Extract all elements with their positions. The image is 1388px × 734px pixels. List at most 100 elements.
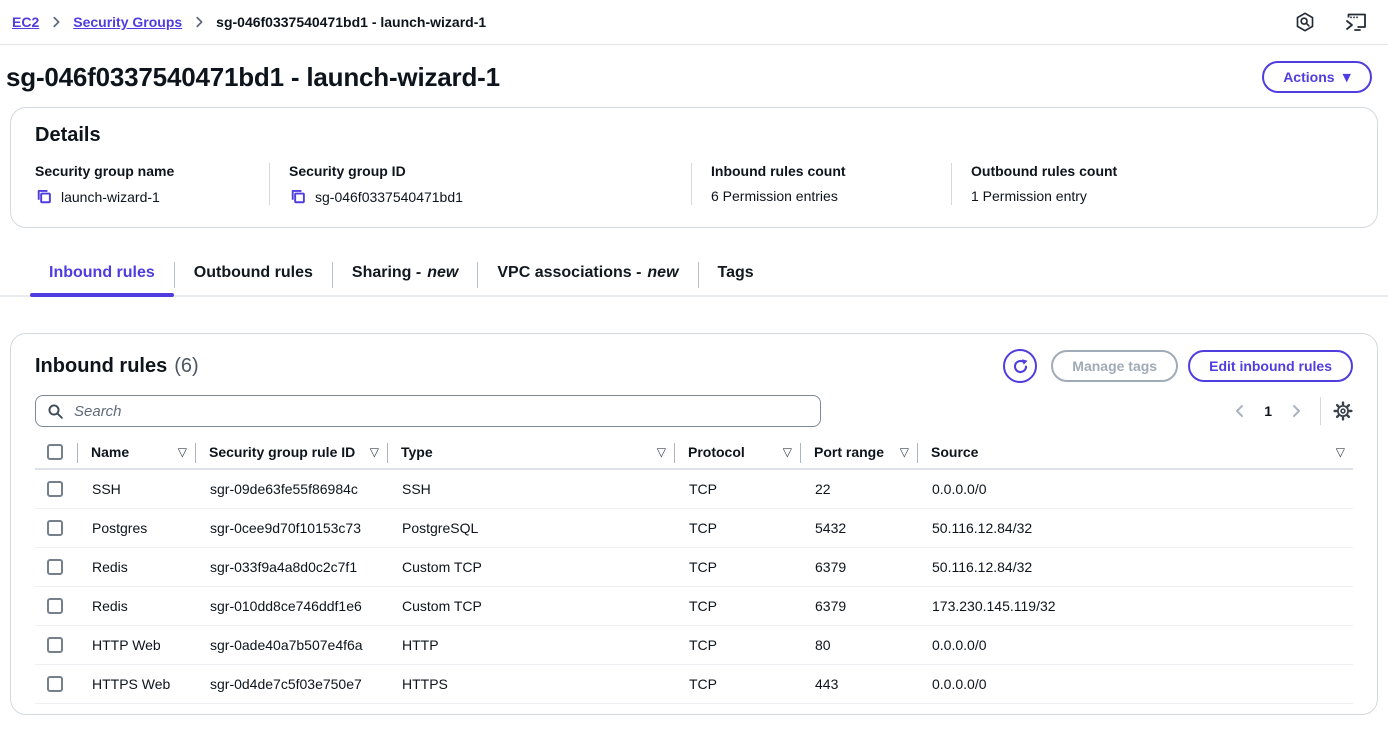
copy-icon[interactable] [35, 188, 52, 205]
amazon-q-icon[interactable] [1294, 11, 1316, 33]
manage-tags-button[interactable]: Manage tags [1051, 350, 1179, 382]
detail-outbound-rules-count: Outbound rules count 1 Permission entry [951, 163, 1353, 205]
cell-name: HTTP Web [92, 637, 161, 653]
cell-source: 50.116.12.84/32 [932, 559, 1033, 575]
tab-tags[interactable]: Tags [717, 264, 754, 281]
detail-label: Outbound rules count [971, 163, 1118, 179]
inbound-rules-panel: Inbound rules (6) Manage tags Edit inbou… [10, 333, 1378, 715]
detail-inbound-rules-count: Inbound rules count 6 Permission entries [691, 163, 951, 205]
filter-icon[interactable]: ▽ [782, 445, 792, 459]
filter-icon[interactable]: ▽ [1335, 445, 1345, 459]
chevron-right-icon [192, 15, 206, 29]
cell-port-range: 80 [815, 637, 831, 653]
filter-icon[interactable]: ▽ [656, 445, 666, 459]
row-checkbox[interactable] [47, 520, 63, 536]
tab-divider [697, 261, 699, 288]
column-header-name[interactable]: Name ▽ [77, 436, 195, 468]
cell-name: HTTPS Web [92, 676, 171, 692]
row-checkbox[interactable] [47, 676, 63, 692]
tab-sharing[interactable]: Sharing - new [351, 264, 459, 281]
filter-icon[interactable]: ▽ [899, 445, 909, 459]
cell-source: 0.0.0.0/0 [932, 481, 987, 497]
actions-button[interactable]: Actions ▼ [1262, 61, 1372, 93]
chevron-right-icon [49, 15, 63, 29]
cell-rule-id: sgr-0d4de7c5f03e750e7 [210, 676, 362, 692]
breadcrumb-link-ec2[interactable]: EC2 [12, 14, 40, 30]
copy-icon[interactable] [289, 188, 306, 205]
cell-type: HTTP [402, 637, 439, 653]
panel-count: (6) [174, 354, 199, 377]
tab-divider [173, 261, 175, 288]
cell-name: Redis [92, 598, 128, 614]
refresh-button[interactable] [1003, 349, 1038, 383]
table-row: Redis sgr-010dd8ce746ddf1e6 Custom TCP T… [35, 587, 1353, 626]
cell-name: SSH [92, 481, 121, 497]
previous-page-button[interactable] [1228, 399, 1252, 423]
cell-rule-id: sgr-010dd8ce746ddf1e6 [210, 598, 362, 614]
row-checkbox[interactable] [47, 481, 63, 497]
cell-port-range: 5432 [815, 520, 847, 536]
cell-type: Custom TCP [402, 598, 482, 614]
column-header-type[interactable]: Type ▽ [387, 436, 674, 468]
tab-divider [477, 261, 479, 288]
cell-port-range: 22 [815, 481, 831, 497]
search-icon [47, 403, 64, 420]
row-checkbox[interactable] [47, 598, 63, 614]
details-card: Details Security group name launch-wizar… [10, 107, 1378, 228]
cell-type: PostgreSQL [402, 520, 479, 536]
settings-gear-icon[interactable] [1333, 401, 1353, 421]
breadcrumb-link-security-groups[interactable]: Security Groups [73, 14, 183, 30]
cell-name: Redis [92, 559, 128, 575]
cell-name: Postgres [92, 520, 148, 536]
cell-port-range: 6379 [815, 559, 847, 575]
cell-protocol: TCP [689, 676, 717, 692]
chevron-down-icon: ▼ [1342, 70, 1351, 84]
detail-security-group-id: Security group ID sg-046f0337540471bd1 [269, 163, 691, 205]
detail-label: Security group name [35, 163, 175, 179]
cell-protocol: TCP [689, 598, 717, 614]
row-checkbox[interactable] [47, 637, 63, 653]
filter-icon[interactable]: ▽ [177, 445, 187, 459]
detail-label: Inbound rules count [711, 163, 846, 179]
column-header-protocol[interactable]: Protocol ▽ [674, 436, 800, 468]
table-row: SSH sgr-09de63fe55f86984c SSH TCP 22 0.0… [35, 470, 1353, 509]
column-header-source[interactable]: Source ▽ [917, 436, 1353, 468]
table-row: Redis sgr-033f9a4a8d0c2c7f1 Custom TCP T… [35, 548, 1353, 587]
tab-inbound-rules[interactable]: Inbound rules [30, 254, 174, 297]
details-title: Details [35, 124, 101, 146]
column-header-port-range[interactable]: Port range ▽ [800, 436, 917, 468]
tab-outbound-rules[interactable]: Outbound rules [193, 264, 313, 281]
tab-bar: Inbound rules Outbound rules Sharing - ne… [0, 254, 1388, 297]
cell-port-range: 443 [815, 676, 839, 692]
cell-rule-id: sgr-0cee9d70f10153c73 [210, 520, 362, 536]
select-all-checkbox[interactable] [47, 444, 63, 460]
cell-type: Custom TCP [402, 559, 482, 575]
table-row: HTTPS Web sgr-0d4de7c5f03e750e7 HTTPS TC… [35, 665, 1353, 704]
cell-source: 50.116.12.84/32 [932, 520, 1033, 536]
cell-rule-id: sgr-0ade40a7b507e4f6a [210, 637, 363, 653]
detail-value: launch-wizard-1 [61, 188, 160, 205]
filter-icon[interactable]: ▽ [369, 445, 379, 459]
cell-source: 0.0.0.0/0 [932, 676, 987, 692]
cloudshell-icon[interactable] [1344, 11, 1368, 33]
cell-type: SSH [402, 481, 431, 497]
breadcrumb: EC2 Security Groups sg-046f0337540471bd1… [0, 0, 1388, 45]
table-row: HTTP Web sgr-0ade40a7b507e4f6a HTTP TCP … [35, 626, 1353, 665]
cell-protocol: TCP [689, 637, 717, 653]
detail-security-group-name: Security group name launch-wizard-1 [35, 163, 269, 205]
next-page-button[interactable] [1284, 399, 1308, 423]
cell-rule-id: sgr-09de63fe55f86984c [210, 481, 358, 497]
edit-inbound-rules-button[interactable]: Edit inbound rules [1188, 350, 1353, 382]
row-checkbox[interactable] [47, 559, 63, 575]
cell-source: 173.230.145.119/32 [932, 598, 1056, 614]
cell-rule-id: sgr-033f9a4a8d0c2c7f1 [210, 559, 358, 575]
tab-divider [331, 261, 333, 288]
tab-vpc-associations[interactable]: VPC associations - new [497, 264, 679, 281]
column-header-rule-id[interactable]: Security group rule ID ▽ [195, 436, 387, 468]
detail-value: 1 Permission entry [971, 188, 1087, 204]
search-input[interactable] [72, 401, 809, 421]
toolbar-divider [1320, 397, 1321, 425]
cell-type: HTTPS [402, 676, 448, 692]
current-page-number: 1 [1264, 403, 1272, 419]
breadcrumb-current: sg-046f0337540471bd1 - launch-wizard-1 [216, 14, 487, 30]
